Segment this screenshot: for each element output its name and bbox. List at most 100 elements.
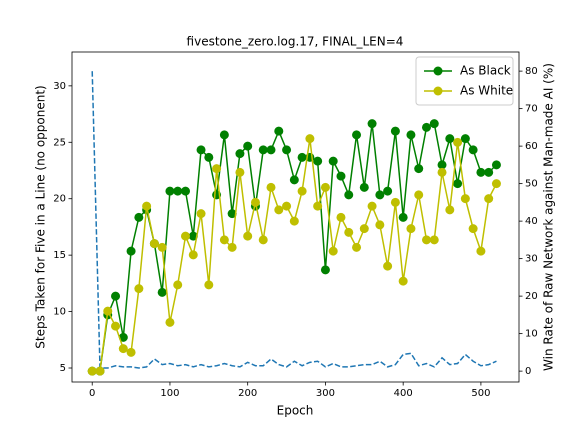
- y-tick-label: 25: [53, 137, 66, 148]
- marker: [460, 194, 470, 204]
- marker: [414, 164, 424, 174]
- marker: [157, 287, 167, 297]
- marker: [344, 227, 354, 237]
- marker: [445, 205, 455, 215]
- marker: [375, 220, 385, 230]
- marker: [429, 119, 439, 129]
- marker: [390, 126, 400, 136]
- marker: [305, 134, 315, 144]
- marker: [429, 235, 439, 245]
- chart-title: fivestone_zero.log.17, FINAL_LEN=4: [187, 35, 404, 49]
- marker: [87, 366, 97, 376]
- marker: [134, 284, 144, 294]
- legend-label: As Black: [460, 64, 511, 78]
- marker: [359, 182, 369, 192]
- marker: [180, 186, 190, 196]
- marker: [258, 145, 268, 155]
- x-tick-label: 200: [238, 388, 257, 399]
- plot-frame: [71, 51, 520, 383]
- marker: [320, 265, 330, 275]
- marker: [491, 179, 501, 189]
- marker: [406, 224, 416, 234]
- x-tick-label: 400: [394, 388, 413, 399]
- marker: [227, 242, 237, 252]
- x-tick-label: 500: [471, 388, 490, 399]
- marker: [484, 167, 494, 177]
- marker: [266, 145, 276, 155]
- y2-tick-label: 30: [525, 254, 538, 265]
- marker: [243, 141, 253, 151]
- marker: [476, 167, 486, 177]
- y2-tick-label: 70: [525, 104, 538, 115]
- marker: [383, 261, 393, 271]
- marker: [173, 186, 183, 196]
- y2-tick-label: 20: [525, 291, 538, 302]
- marker: [484, 194, 494, 204]
- marker: [328, 246, 338, 256]
- marker: [157, 242, 167, 252]
- y-axis-label: Steps Taken for Five in a Line (no oppon…: [34, 85, 48, 348]
- marker: [219, 235, 229, 245]
- marker: [398, 276, 408, 286]
- marker: [352, 130, 362, 140]
- y2-tick-label: 40: [525, 216, 538, 227]
- marker: [421, 122, 431, 132]
- marker: [95, 366, 105, 376]
- marker: [188, 231, 198, 241]
- marker: [414, 190, 424, 200]
- marker: [476, 246, 486, 256]
- series-line: [91, 71, 497, 369]
- x-tick-label: 100: [160, 388, 179, 399]
- marker: [297, 152, 307, 162]
- y2-tick-label: 80: [525, 66, 538, 77]
- legend-marker: [433, 66, 443, 76]
- marker: [227, 209, 237, 219]
- marker: [282, 145, 292, 155]
- marker: [111, 291, 121, 301]
- y-tick-label: 10: [53, 307, 66, 318]
- marker: [460, 134, 470, 144]
- marker: [421, 235, 431, 245]
- marker: [212, 164, 222, 174]
- y-tick-label: 30: [53, 81, 66, 92]
- marker: [103, 306, 113, 316]
- marker: [445, 134, 455, 144]
- marker: [180, 231, 190, 241]
- x-tick-label: 300: [316, 388, 335, 399]
- marker: [204, 280, 214, 290]
- marker: [313, 201, 323, 211]
- series-line: [92, 138, 498, 372]
- marker: [468, 224, 478, 234]
- marker: [282, 201, 292, 211]
- marker: [196, 145, 206, 155]
- marker: [118, 344, 128, 354]
- marker: [437, 160, 447, 170]
- y2-axis-label: Win Rate of Raw Network against Man-made…: [542, 63, 556, 371]
- marker: [134, 212, 144, 222]
- marker: [235, 149, 245, 159]
- y2-tick-label: 50: [525, 179, 538, 190]
- marker: [258, 235, 268, 245]
- marker: [235, 167, 245, 177]
- marker: [336, 171, 346, 181]
- marker: [491, 160, 501, 170]
- marker: [289, 216, 299, 226]
- marker: [196, 209, 206, 219]
- marker: [204, 152, 214, 162]
- marker: [390, 197, 400, 207]
- y2-tick-label: 60: [525, 141, 538, 152]
- y-tick-label: 5: [60, 363, 66, 374]
- marker: [344, 190, 354, 200]
- marker: [274, 205, 284, 215]
- marker: [359, 224, 369, 234]
- y2-tick-label: 10: [525, 329, 538, 340]
- marker: [250, 197, 260, 207]
- y2-tick-label: 0: [525, 366, 531, 377]
- marker: [320, 182, 330, 192]
- marker: [367, 201, 377, 211]
- marker: [126, 347, 136, 357]
- marker: [398, 212, 408, 222]
- marker: [468, 145, 478, 155]
- marker: [266, 182, 276, 192]
